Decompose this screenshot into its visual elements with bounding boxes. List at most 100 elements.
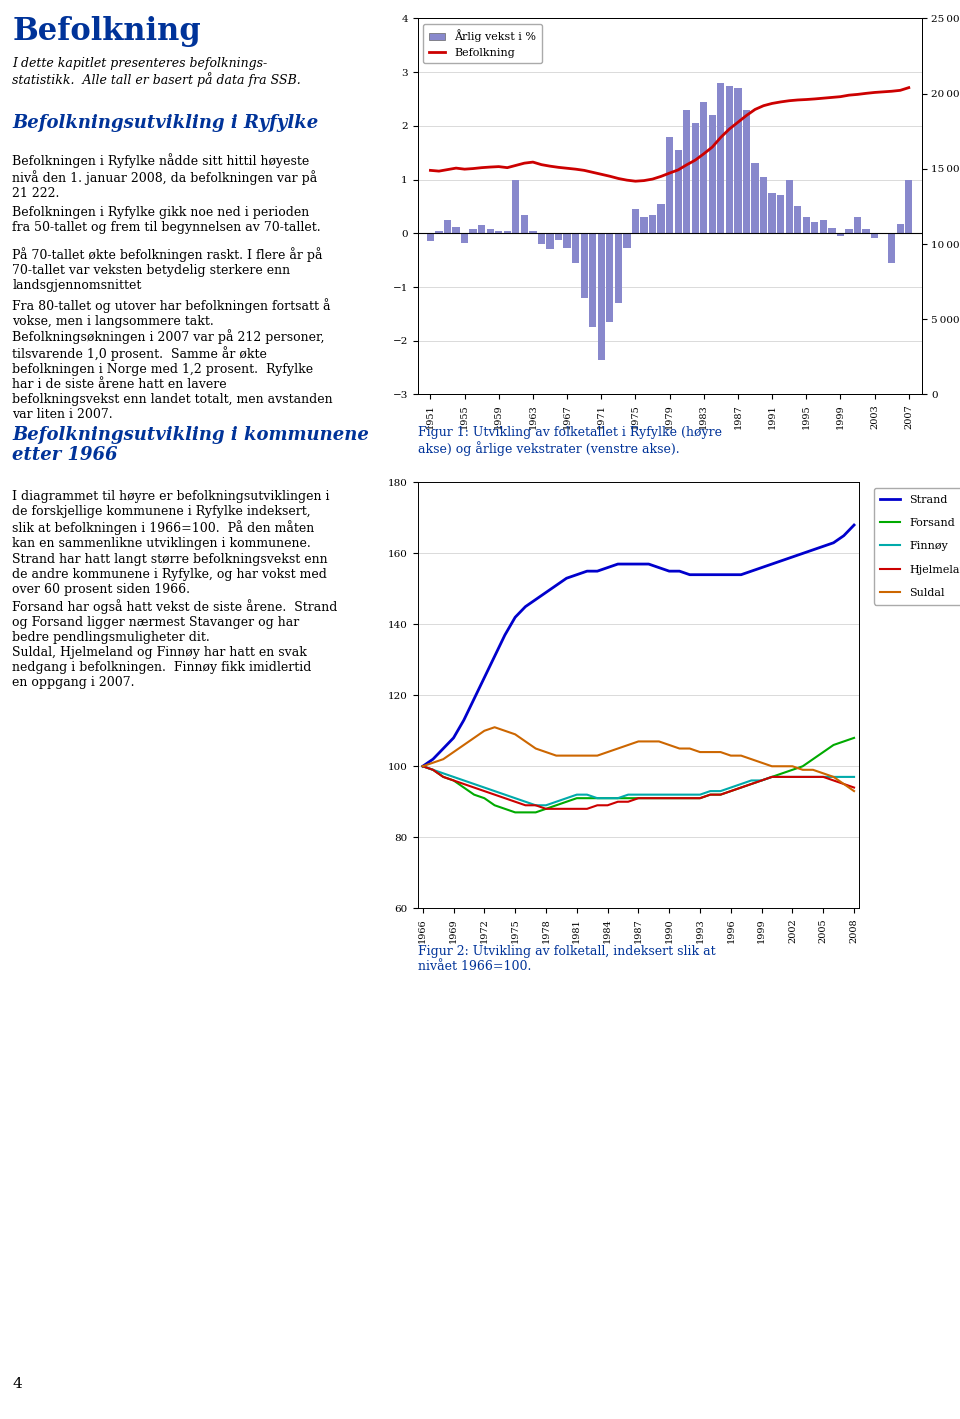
Hjelmeland bbox=[653, 789, 664, 806]
Finnøy bbox=[828, 769, 839, 786]
Suldal bbox=[417, 758, 428, 775]
Forsand bbox=[417, 758, 428, 775]
Finnøy bbox=[663, 786, 675, 803]
Hjelmeland bbox=[561, 800, 572, 817]
Bar bbox=[777, 194, 784, 233]
Legend: Strand, Forsand, Finnøy, Hjelmeland, Suldal: Strand, Forsand, Finnøy, Hjelmeland, Sul… bbox=[874, 488, 960, 604]
Strand bbox=[735, 566, 747, 583]
Forsand bbox=[602, 789, 613, 806]
Finnøy bbox=[417, 758, 428, 775]
Strand bbox=[582, 563, 593, 580]
Forsand bbox=[786, 761, 798, 778]
Strand bbox=[489, 647, 500, 664]
Text: Strand har hatt langt større befolkningsvekst enn
de andre kommunene i Ryfylke, : Strand har hatt langt større befolknings… bbox=[12, 553, 328, 596]
Line: Strand: Strand bbox=[422, 525, 854, 766]
Bar bbox=[444, 220, 451, 233]
Hjelmeland bbox=[643, 789, 655, 806]
Strand bbox=[458, 712, 469, 729]
Bar bbox=[572, 233, 579, 263]
Hjelmeland bbox=[489, 786, 500, 803]
Bar bbox=[675, 150, 682, 233]
Text: 4: 4 bbox=[12, 1376, 22, 1391]
Hjelmeland bbox=[479, 783, 491, 800]
Suldal bbox=[458, 736, 469, 753]
Finnøy bbox=[510, 789, 521, 806]
Bar bbox=[846, 228, 852, 233]
Hjelmeland bbox=[674, 789, 685, 806]
Hjelmeland bbox=[663, 789, 675, 806]
Suldal bbox=[427, 755, 439, 772]
Bar bbox=[520, 214, 528, 233]
Bar bbox=[589, 233, 596, 328]
Hjelmeland bbox=[797, 769, 808, 786]
Hjelmeland bbox=[550, 800, 562, 817]
Finnøy bbox=[479, 779, 491, 796]
Suldal bbox=[633, 734, 644, 751]
Finnøy bbox=[746, 772, 757, 789]
Forsand bbox=[519, 803, 531, 820]
Strand bbox=[797, 545, 808, 562]
Strand bbox=[427, 751, 439, 768]
Suldal bbox=[519, 734, 531, 751]
Forsand bbox=[622, 789, 634, 806]
Hjelmeland bbox=[499, 789, 511, 806]
Strand bbox=[499, 627, 511, 644]
Suldal bbox=[591, 746, 603, 763]
Bar bbox=[785, 180, 793, 233]
Hjelmeland bbox=[519, 797, 531, 815]
Suldal bbox=[756, 755, 767, 772]
Forsand bbox=[807, 751, 819, 768]
Bar bbox=[820, 220, 827, 233]
Bar bbox=[691, 123, 699, 233]
Suldal bbox=[489, 719, 500, 736]
Forsand bbox=[715, 786, 727, 803]
Bar bbox=[794, 206, 802, 233]
Finnøy bbox=[561, 789, 572, 806]
Finnøy bbox=[674, 786, 685, 803]
Strand bbox=[530, 592, 541, 609]
Forsand bbox=[653, 789, 664, 806]
Bar bbox=[632, 209, 639, 233]
Bar bbox=[623, 233, 631, 248]
Finnøy bbox=[591, 789, 603, 806]
Suldal bbox=[663, 736, 675, 753]
Bar bbox=[684, 109, 690, 233]
Forsand bbox=[818, 744, 829, 761]
Suldal bbox=[438, 751, 449, 768]
Strand bbox=[612, 556, 624, 573]
Finnøy bbox=[777, 769, 788, 786]
Hjelmeland bbox=[622, 793, 634, 810]
Forsand bbox=[828, 736, 839, 753]
Line: Suldal: Suldal bbox=[422, 728, 854, 792]
Finnøy bbox=[838, 769, 850, 786]
Hjelmeland bbox=[786, 769, 798, 786]
Finnøy bbox=[797, 769, 808, 786]
Bar bbox=[871, 233, 878, 237]
Strand bbox=[725, 566, 736, 583]
Bar bbox=[743, 109, 750, 233]
Strand bbox=[777, 552, 788, 569]
Forsand bbox=[777, 765, 788, 782]
Forsand bbox=[510, 803, 521, 820]
Suldal bbox=[818, 765, 829, 782]
Finnøy bbox=[725, 779, 736, 796]
Hjelmeland bbox=[510, 793, 521, 810]
Forsand bbox=[468, 786, 480, 803]
Suldal bbox=[540, 744, 552, 761]
Finnøy bbox=[499, 786, 511, 803]
Hjelmeland bbox=[438, 769, 449, 786]
Bar bbox=[504, 231, 511, 233]
Bar bbox=[461, 233, 468, 243]
Bar bbox=[487, 228, 493, 233]
Suldal bbox=[468, 729, 480, 746]
Suldal bbox=[786, 758, 798, 775]
Strand bbox=[591, 563, 603, 580]
Bar bbox=[640, 217, 648, 233]
Strand bbox=[602, 559, 613, 576]
Strand bbox=[561, 570, 572, 587]
Finnøy bbox=[489, 783, 500, 800]
Bar bbox=[564, 233, 571, 248]
Suldal bbox=[612, 741, 624, 758]
Strand bbox=[694, 566, 706, 583]
Strand bbox=[417, 758, 428, 775]
